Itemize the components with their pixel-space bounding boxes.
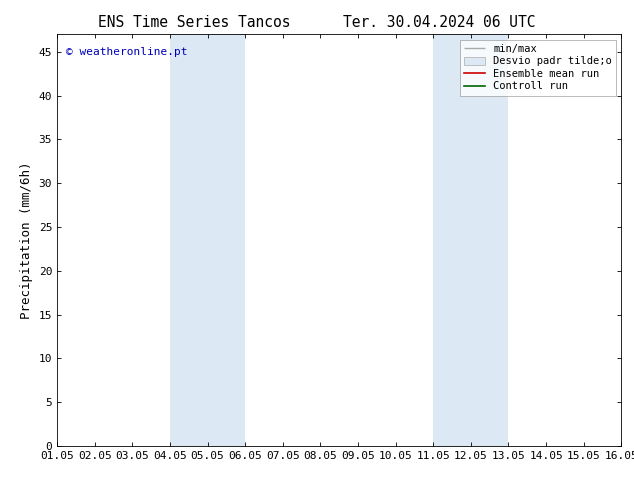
Text: ENS Time Series Tancos      Ter. 30.04.2024 06 UTC: ENS Time Series Tancos Ter. 30.04.2024 0…	[98, 15, 536, 30]
Text: © weatheronline.pt: © weatheronline.pt	[65, 47, 187, 57]
Bar	[170, 34, 245, 446]
Legend: min/max, Desvio padr tilde;o, Ensemble mean run, Controll run: min/max, Desvio padr tilde;o, Ensemble m…	[460, 40, 616, 96]
Bar	[433, 34, 508, 446]
Y-axis label: Precipitation (mm/6h): Precipitation (mm/6h)	[20, 161, 33, 319]
